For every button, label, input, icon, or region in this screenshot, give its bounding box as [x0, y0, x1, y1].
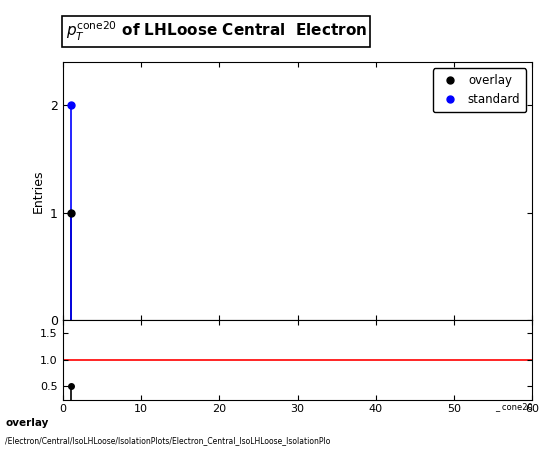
Y-axis label: Entries: Entries [31, 170, 44, 213]
Text: $p_T^{\mathrm{cone20}}$ of LHLoose Central  Electron: $p_T^{\mathrm{cone20}}$ of LHLoose Centr… [66, 19, 366, 43]
Legend: overlay, standard: overlay, standard [432, 68, 526, 112]
Text: overlay: overlay [5, 418, 49, 428]
Text: /Electron/Central/IsoLHLoose/IsolationPlots/Electron_Central_IsoLHLoose_Isolatio: /Electron/Central/IsoLHLoose/IsolationPl… [5, 437, 331, 445]
Text: _ cone20: _ cone20 [495, 402, 532, 411]
